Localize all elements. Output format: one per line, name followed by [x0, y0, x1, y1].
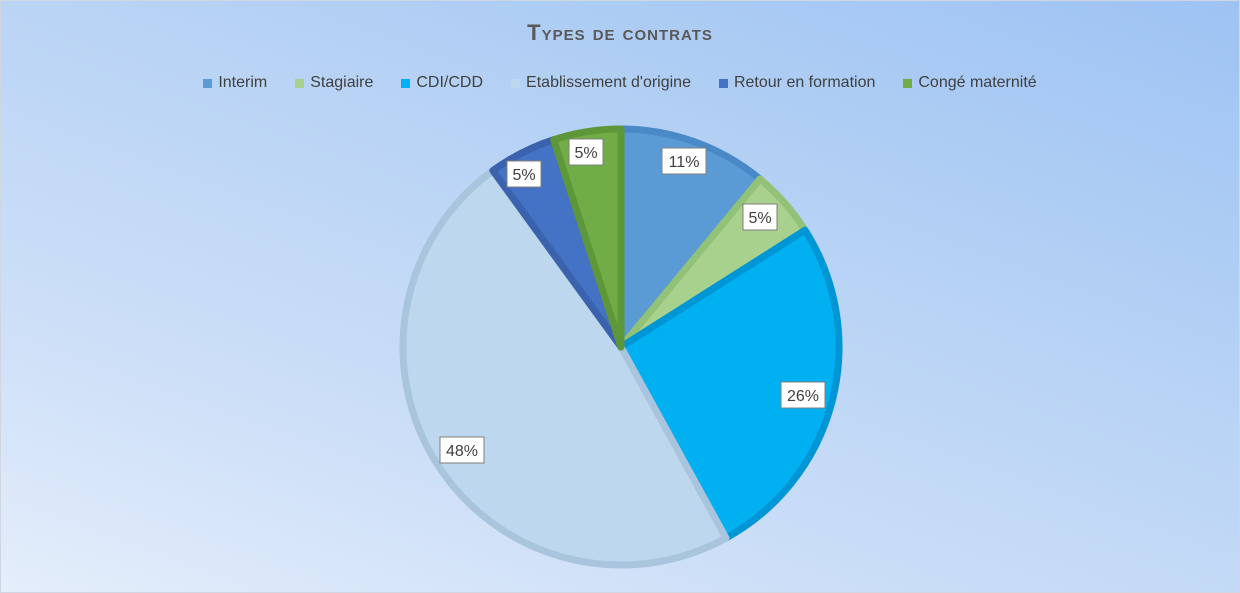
legend-swatch: [903, 78, 913, 88]
legend-label: Stagiaire: [310, 74, 374, 91]
legend-swatch: [295, 78, 305, 88]
data-label-interim: 11%: [661, 147, 707, 175]
legend-item-etablissement-d-origine: Etablissement d'origine: [511, 74, 691, 92]
legend-item-interim: Interim: [203, 74, 267, 92]
legend-label: CDI/CDD: [416, 74, 484, 91]
svg-text:5%: 5%: [748, 210, 771, 227]
svg-text:11%: 11%: [669, 154, 700, 171]
legend-swatch: [401, 78, 411, 88]
svg-text:26%: 26%: [787, 388, 819, 405]
legend-item-retour-en-formation: Retour en formation: [718, 74, 876, 92]
data-label-conge-maternite: 5%: [568, 138, 604, 166]
svg-text:5%: 5%: [512, 167, 535, 184]
pie-slice-etablissement-d-origine: [399, 167, 730, 569]
legend-label: Retour en formation: [733, 74, 876, 91]
legend-item-stagiaire: Stagiaire: [295, 74, 373, 92]
pie-slice-conge-maternite: [550, 125, 625, 351]
chart-title: Types de contrats: [527, 20, 713, 45]
pie-slice-interim: [617, 125, 764, 351]
legend-swatch: [203, 78, 213, 88]
svg-text:5%: 5%: [574, 145, 597, 162]
data-label-cdi-cdd: 26%: [780, 381, 826, 409]
svg-text:48%: 48%: [446, 443, 478, 460]
legend-swatch: [718, 78, 728, 88]
data-label-retour-en-formation: 5%: [506, 160, 542, 188]
chart-legend: Interim Stagiaire CDI/CDD Etablissement d'o…: [0, 74, 1240, 92]
pie-slice-cdi-cdd: [617, 226, 843, 542]
data-label-etablissement-d-origine: 48%: [439, 436, 485, 464]
data-label-stagiaire: 5%: [742, 203, 778, 231]
legend-swatch: [511, 78, 521, 88]
legend-item-conge-maternite: Congé maternité: [903, 74, 1037, 92]
legend-label: Congé maternité: [918, 74, 1037, 91]
legend-item-cdi-cdd: CDI/CDD: [401, 74, 483, 92]
legend-label: Etablissement d'origine: [526, 74, 691, 91]
legend-label: Interim: [218, 74, 268, 91]
